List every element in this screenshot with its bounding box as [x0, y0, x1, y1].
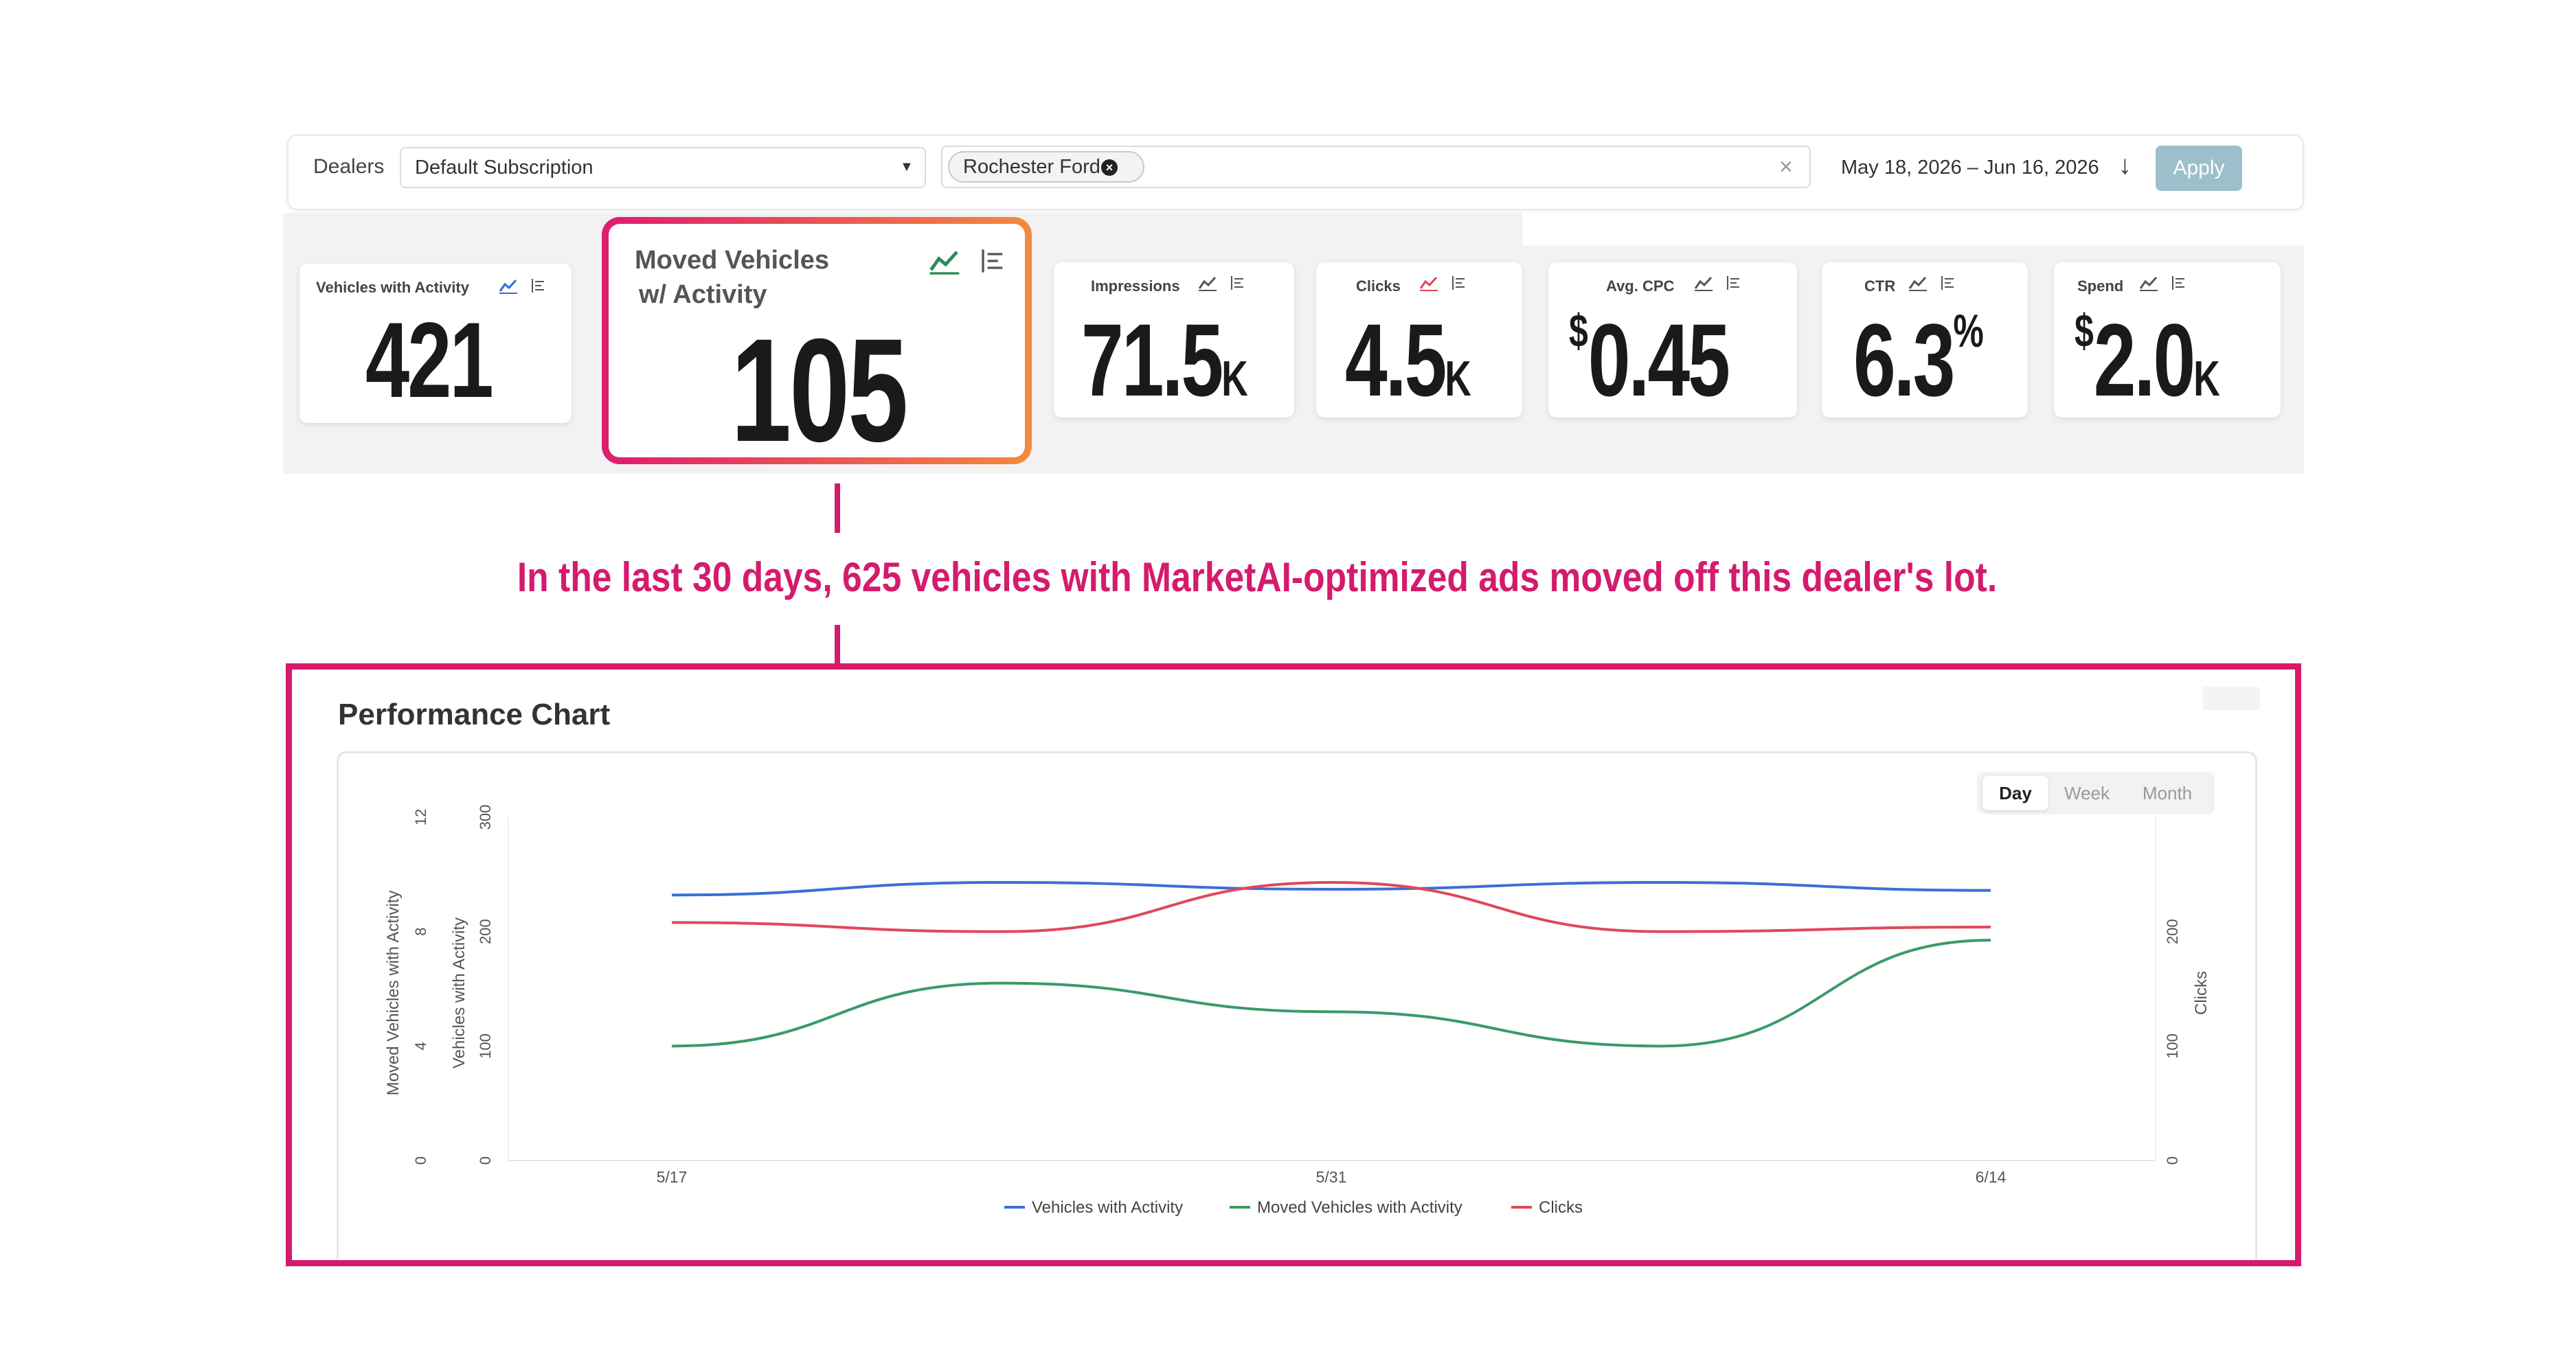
kpi-strip-divider	[1522, 213, 2304, 246]
x-tick-label: 6/14	[1976, 1168, 2007, 1186]
kpi-title-line1: Moved Vehicles	[635, 246, 830, 275]
period-week-button[interactable]: Week	[2064, 783, 2110, 803]
apply-button[interactable]: Apply	[2156, 146, 2242, 191]
series-line-3	[671, 880, 1991, 933]
subscription-select[interactable]	[400, 147, 926, 188]
y-axis-title-vehicles: Vehicles with Activity	[450, 917, 468, 1069]
kpi-title-line2: w/ Activity	[639, 280, 767, 309]
kpi-value: 421	[365, 301, 494, 420]
y-tick-label-clicks: 200	[2164, 919, 2181, 944]
kpi-card-impressions[interactable]: Impressions 71.5K	[1054, 262, 1294, 418]
kpi-card-clicks[interactable]: Clicks 4.5K	[1316, 262, 1522, 418]
y-tick-label-vehicles: 0	[477, 1156, 494, 1165]
table-view-icon[interactable]	[1940, 275, 1956, 291]
kpi-title: CTR	[1864, 277, 1896, 295]
kpi-card-spend[interactable]: Spend $2.0K	[2054, 262, 2281, 418]
y-tick-label-vehicles: 300	[477, 805, 494, 830]
legend-label: Clicks	[1539, 1198, 1583, 1217]
trend-chart-icon[interactable]	[1198, 275, 1217, 291]
kpi-card-ctr[interactable]: CTR 6.3%	[1822, 262, 2028, 418]
callout-connector-bottom	[835, 625, 840, 666]
legend-label: Moved Vehicles with Activity	[1257, 1198, 1462, 1217]
y-tick-label-clicks: 100	[2164, 1033, 2181, 1059]
kpi-value: 105	[731, 308, 908, 472]
callout-text: In the last 30 days, 625 vehicles with M…	[517, 554, 1998, 600]
chart-panel	[337, 751, 2257, 1259]
series-line-1	[671, 880, 1991, 897]
callout-connector-top	[835, 483, 840, 533]
kpi-title: Impressions	[1091, 277, 1180, 295]
kpi-title: Avg. CPC	[1606, 277, 1675, 295]
trend-chart-icon[interactable]	[1908, 275, 1928, 291]
table-view-icon[interactable]	[1230, 275, 1246, 291]
chart-menu-placeholder	[2202, 687, 2260, 710]
y-tick-label-vehicles: 100	[477, 1033, 494, 1059]
table-view-icon[interactable]	[1451, 275, 1467, 291]
y-tick-label-clicks: 0	[2164, 1156, 2181, 1165]
table-view-icon[interactable]	[980, 247, 1007, 275]
chart-heading: Performance Chart	[338, 698, 611, 731]
period-month-button[interactable]: Month	[2142, 783, 2193, 803]
trend-chart-icon[interactable]	[2139, 275, 2158, 291]
table-view-icon[interactable]	[1726, 275, 1742, 291]
dealers-label: Dealers	[313, 155, 385, 178]
chevron-down-icon[interactable]: ▼	[900, 159, 914, 174]
kpi-card-avg-cpc[interactable]: Avg. CPC $0.45	[1548, 262, 1797, 418]
series-line-2	[671, 939, 1991, 1048]
trend-chart-icon[interactable]	[929, 247, 960, 275]
x-tick-label: 5/17	[657, 1168, 688, 1186]
y-axis-title-clicks: Clicks	[2192, 971, 2211, 1015]
table-view-icon[interactable]	[2171, 275, 2187, 291]
subscription-value: Default Subscription	[415, 157, 594, 179]
kpi-card-vehicles[interactable]: Vehicles with Activity 421	[300, 264, 572, 423]
chip-remove-icon[interactable]: ×	[1101, 159, 1118, 176]
performance-chart-highlight	[286, 663, 2301, 1266]
y-axis-title-moved: Moved Vehicles with Activity	[384, 891, 403, 1096]
legend-label: Vehicles with Activity	[1032, 1198, 1183, 1217]
date-range-picker[interactable]: May 18, 2026 – Jun 16, 2026	[1841, 157, 2099, 179]
table-view-icon[interactable]	[530, 277, 547, 294]
x-tick-label: 5/31	[1316, 1168, 1347, 1186]
kpi-title: Vehicles with Activity	[316, 279, 469, 296]
y-tick-label-moved: 12	[412, 809, 429, 825]
kpi-title: Spend	[2077, 277, 2124, 295]
y-tick-label-moved: 4	[412, 1042, 429, 1050]
period-day-button[interactable]: Day	[1982, 776, 2048, 810]
kpi-value: 6.3%	[1853, 302, 1984, 418]
kpi-value: $0.45	[1569, 302, 1730, 418]
y-tick-label-moved: 8	[412, 928, 429, 936]
trend-chart-icon[interactable]	[1419, 275, 1438, 291]
y-tick-label-moved: 0	[412, 1156, 429, 1165]
kpi-value: 71.5K	[1081, 302, 1248, 418]
arrow-down-icon[interactable]: ↓	[2119, 151, 2132, 180]
kpi-title: Clicks	[1356, 277, 1401, 295]
y-tick-label-vehicles: 200	[477, 919, 494, 944]
trend-chart-icon[interactable]	[499, 277, 518, 294]
kpi-value: 4.5K	[1345, 302, 1471, 418]
trend-chart-icon[interactable]	[1694, 275, 1713, 291]
kpi-value: $2.0K	[2075, 302, 2220, 418]
close-icon[interactable]: ×	[1779, 154, 1793, 180]
kpi-card-moved-vehicles[interactable]: Moved Vehicles w/ Activity 105	[602, 217, 1032, 472]
